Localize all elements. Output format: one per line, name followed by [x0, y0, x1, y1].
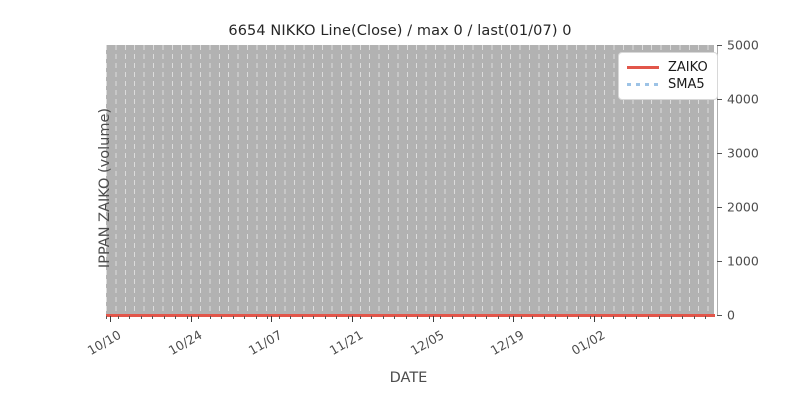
x-axis-minor-tick — [302, 316, 303, 319]
legend-item-zaiko[interactable]: ZAIKO — [627, 59, 708, 76]
x-axis-minor-tick — [417, 316, 418, 319]
y-axis-tick-label: 5000 — [727, 37, 759, 53]
x-axis-minor-tick — [187, 316, 188, 319]
x-axis-minor-tick — [152, 316, 153, 319]
x-axis-minor-tick — [555, 316, 556, 319]
y-axis-tick — [717, 45, 722, 46]
x-axis-minor-tick — [463, 316, 464, 319]
plot-area-background — [106, 45, 714, 315]
y-axis-tick-label: 3000 — [727, 145, 759, 161]
y-axis-tick — [717, 315, 722, 316]
legend-label-sma5: SMA5 — [668, 77, 705, 92]
y-axis-title: IPPAN ZAIKO (volume) — [97, 107, 113, 269]
x-axis-minor-tick — [129, 316, 130, 319]
vertical-gridlines — [106, 45, 714, 315]
x-axis-tick-label: 11/07 — [246, 327, 285, 359]
x-axis-minor-tick — [348, 316, 349, 319]
chart-title: 6654 NIKKO Line(Close) / max 0 / last(01… — [228, 23, 572, 39]
x-axis-minor-tick — [694, 316, 695, 319]
x-axis-title: DATE — [389, 370, 428, 386]
x-axis-minor-tick — [509, 316, 510, 319]
x-axis-tick-label: 10/24 — [165, 327, 205, 359]
x-axis-minor-tick — [221, 316, 222, 319]
x-axis-minor-tick — [475, 316, 476, 319]
x-axis-minor-tick — [406, 316, 407, 319]
x-axis-minor-tick — [452, 316, 453, 319]
x-axis-minor-tick — [429, 316, 430, 319]
x-axis-minor-tick — [590, 316, 591, 319]
x-axis-minor-tick — [256, 316, 257, 319]
y-axis-tick-label: 4000 — [727, 91, 759, 107]
series-line-zaiko — [106, 314, 715, 317]
x-axis-minor-tick — [648, 316, 649, 319]
plot-axes: 0 1000 2000 3000 4000 5000 10/10 10/24 11/07 11/… — [85, 38, 759, 359]
x-axis-major-tick — [433, 316, 434, 322]
x-axis-minor-tick — [198, 316, 199, 319]
x-axis-minor-tick — [578, 316, 579, 319]
y-axis-tick-label: 1000 — [727, 253, 759, 269]
x-axis-minor-tick — [175, 316, 176, 319]
x-axis-minor-tick — [486, 316, 487, 319]
x-axis-minor-tick — [440, 316, 441, 319]
x-axis-minor-tick — [498, 316, 499, 319]
x-axis-tick-label: 12/05 — [407, 327, 447, 359]
y-axis-tick-label: 2000 — [727, 199, 759, 215]
x-axis-minor-tick — [267, 316, 268, 319]
x-axis-tick-label: 12/19 — [488, 327, 527, 359]
x-axis-minor-tick — [682, 316, 683, 319]
x-axis-minor-tick — [233, 316, 234, 319]
y-axis-tick — [717, 261, 722, 262]
legend-swatch-sma5-icon — [627, 83, 659, 86]
x-axis-minor-tick — [601, 316, 602, 319]
x-axis-minor-tick — [325, 316, 326, 319]
x-axis-minor-tick — [371, 316, 372, 319]
x-axis-major-tick — [352, 316, 353, 322]
x-axis-minor-tick — [290, 316, 291, 319]
x-axis-minor-tick — [118, 316, 119, 319]
x-axis-minor-tick — [532, 316, 533, 319]
x-axis-minor-tick — [521, 316, 522, 319]
x-axis-minor-tick — [164, 316, 165, 319]
x-axis-major-tick — [110, 316, 111, 322]
x-axis-minor-tick — [210, 316, 211, 319]
x-axis-major-tick — [191, 316, 192, 322]
legend-swatch-zaiko-icon — [627, 66, 659, 69]
x-axis-minor-tick — [394, 316, 395, 319]
x-axis-ticks — [100, 316, 718, 324]
chart-legend[interactable]: ZAIKO SMA5 — [618, 52, 718, 100]
x-axis-minor-tick — [106, 316, 107, 319]
y-axis-spine — [717, 45, 718, 316]
x-axis-minor-tick — [705, 316, 706, 319]
x-axis-minor-tick — [659, 316, 660, 319]
x-axis-minor-tick — [544, 316, 545, 319]
x-axis-minor-tick — [279, 316, 280, 319]
x-axis-major-tick — [271, 316, 272, 322]
y-axis-tick — [717, 153, 722, 154]
x-axis-major-tick — [513, 316, 514, 322]
y-axis-tick — [717, 207, 722, 208]
x-axis-tick-label: 01/02 — [568, 327, 608, 359]
x-axis-minor-tick — [141, 316, 142, 319]
x-axis-minor-tick — [613, 316, 614, 319]
x-axis-major-tick — [594, 316, 595, 322]
y-axis-tick-label: 0 — [727, 307, 735, 323]
x-axis-minor-tick — [360, 316, 361, 319]
x-axis-minor-tick — [244, 316, 245, 319]
x-axis-minor-tick — [313, 316, 314, 319]
legend-item-sma5[interactable]: SMA5 — [627, 76, 708, 93]
x-axis-tick-label: 11/21 — [326, 327, 366, 359]
x-axis-minor-tick — [567, 316, 568, 319]
x-axis-minor-tick — [383, 316, 384, 319]
y-axis-tick — [717, 99, 722, 100]
legend-label-zaiko: ZAIKO — [668, 60, 708, 75]
x-axis-minor-tick — [625, 316, 626, 319]
x-axis-minor-tick — [336, 316, 337, 319]
x-axis-minor-tick — [671, 316, 672, 319]
x-axis-minor-tick — [636, 316, 637, 319]
